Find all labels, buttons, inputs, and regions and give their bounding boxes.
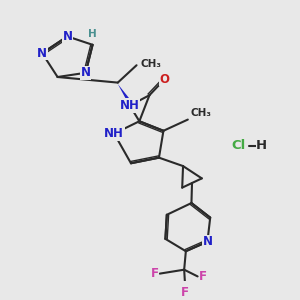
Text: CH₃: CH₃ — [141, 59, 162, 69]
Text: N: N — [62, 30, 72, 43]
Text: NH: NH — [104, 127, 124, 140]
Polygon shape — [118, 84, 131, 103]
Text: N: N — [202, 235, 212, 248]
Text: F: F — [150, 267, 158, 280]
Text: F: F — [199, 270, 207, 283]
Text: Cl: Cl — [231, 139, 245, 152]
Text: CH₃: CH₃ — [190, 108, 211, 118]
Text: F: F — [181, 286, 189, 299]
Text: H: H — [88, 29, 97, 39]
Text: N: N — [81, 66, 91, 79]
Text: N: N — [37, 47, 47, 60]
Text: H: H — [256, 139, 267, 152]
Text: O: O — [160, 73, 170, 86]
Text: NH: NH — [120, 99, 140, 112]
